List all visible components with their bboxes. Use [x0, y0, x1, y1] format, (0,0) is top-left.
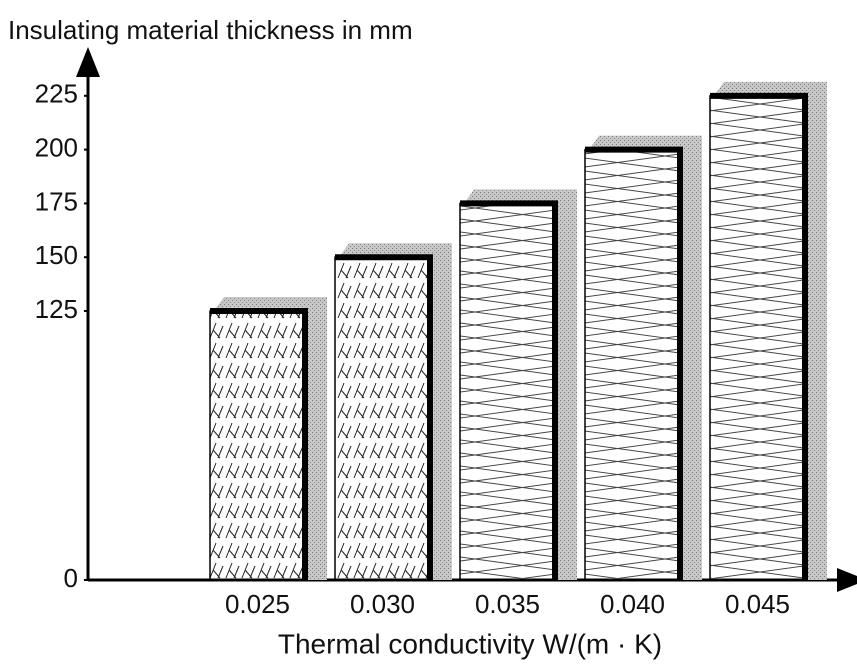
x-axis-label: Thermal conductivity W/(m · K)	[278, 628, 662, 659]
bar	[334, 256, 431, 581]
bar-edge	[460, 200, 558, 580]
y-tick-label: 225	[35, 79, 78, 109]
bar	[209, 310, 306, 581]
bar-shadow	[464, 189, 577, 580]
x-tick-label: 0.025	[225, 589, 290, 619]
bar-shadow	[339, 243, 452, 580]
y-tick-label: 200	[35, 132, 78, 162]
bar-edge	[210, 308, 308, 580]
y-tick-label: 150	[35, 240, 78, 270]
x-tick-label: 0.045	[725, 589, 790, 619]
x-tick-label: 0.030	[350, 589, 415, 619]
y-tick-label: 125	[35, 294, 78, 324]
bar-shadow	[589, 135, 702, 581]
chart-title: Insulating material thickness in mm	[8, 15, 413, 45]
bar-edge	[335, 254, 433, 580]
x-tick-label: 0.040	[600, 589, 665, 619]
bar	[709, 95, 806, 581]
y-tick-label: 0	[64, 563, 78, 593]
bar-edge	[710, 92, 808, 580]
bar-shadow	[714, 81, 827, 580]
y-tick-label: 175	[35, 186, 78, 216]
bar	[584, 148, 681, 581]
bar-shadow	[214, 297, 327, 580]
x-tick-label: 0.035	[475, 589, 540, 619]
bar-edge	[585, 146, 683, 580]
bar	[459, 202, 556, 581]
